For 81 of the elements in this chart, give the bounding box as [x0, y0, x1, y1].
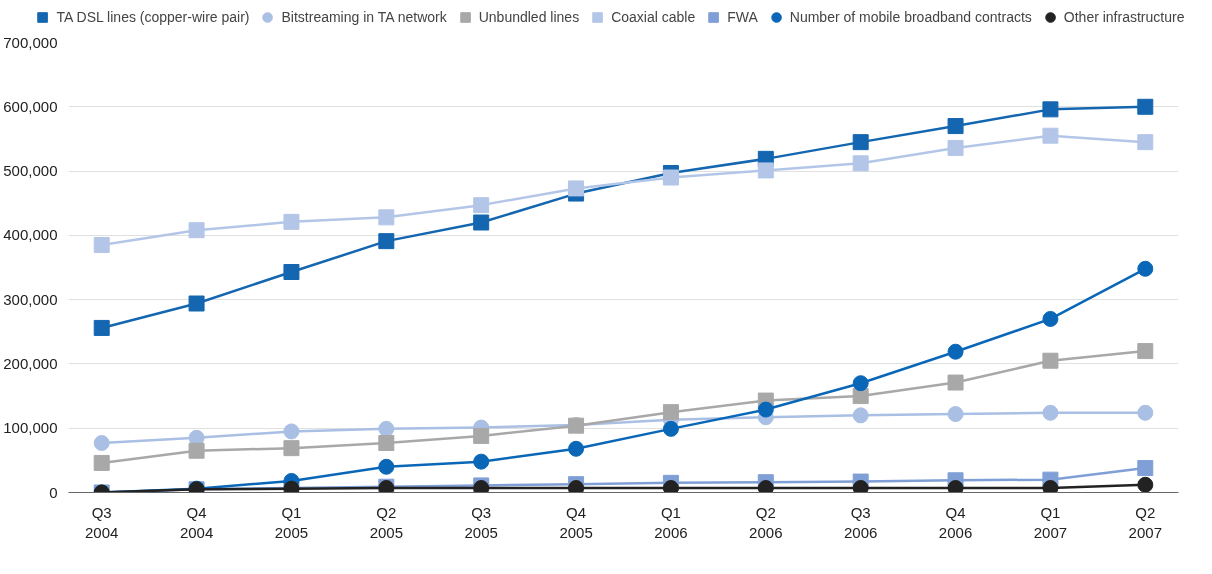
point: [378, 458, 395, 475]
point: [1042, 101, 1059, 118]
point: [852, 375, 869, 392]
x-tick-label: Q3 2004: [85, 503, 119, 541]
point: [473, 197, 490, 214]
point: [1137, 343, 1154, 360]
point: [947, 139, 964, 156]
point: [662, 420, 679, 437]
point: [947, 374, 964, 391]
x-tick-label: Q1 2007: [1033, 503, 1068, 541]
legend-label: Unbundled lines: [478, 9, 580, 25]
x-tick-label: Q4 2004: [179, 503, 214, 541]
point: [283, 440, 300, 457]
point: [947, 343, 964, 360]
point: [852, 480, 869, 493]
point: [473, 453, 490, 470]
point: [93, 454, 110, 471]
legend-label: Bitstreaming in TA network: [281, 9, 447, 25]
point: [852, 134, 869, 151]
point: [93, 319, 110, 336]
legend-label: Coaxial cable: [611, 9, 696, 25]
point: [283, 213, 300, 230]
point: [283, 264, 300, 280]
point: [93, 435, 110, 451]
point: [1137, 260, 1154, 277]
point: [568, 440, 585, 457]
point: [757, 162, 774, 179]
point: [1042, 480, 1059, 493]
point: [1137, 460, 1154, 477]
point: [852, 155, 869, 172]
legend-label: TA DSL lines (copper-wire pair): [56, 9, 250, 25]
point: [378, 420, 395, 437]
legend-label: Number of mobile broadband contracts: [789, 9, 1032, 25]
point: [188, 442, 205, 459]
point: [188, 222, 205, 239]
point: [947, 118, 964, 135]
point: [93, 237, 110, 253]
point: [662, 404, 679, 421]
point: [283, 423, 300, 440]
x-tick-label: Q3 2005: [464, 503, 498, 541]
y-tick-label: 600,000: [3, 97, 58, 115]
point: [1042, 404, 1059, 421]
point: [1137, 476, 1154, 493]
point: [568, 480, 585, 493]
x-tick-label: Q4 2006: [938, 503, 973, 541]
y-tick-label: 200,000: [3, 354, 58, 372]
point: [1042, 127, 1059, 144]
x-tick-label: Q2 2007: [1128, 503, 1162, 541]
point: [852, 407, 869, 424]
y-tick-label: 100,000: [3, 419, 58, 437]
point: [1042, 310, 1059, 327]
x-tick-label: Q1 2005: [274, 503, 309, 541]
point: [1137, 134, 1154, 151]
point: [1042, 352, 1059, 369]
point: [947, 480, 964, 493]
legend-label: Other infrastructure: [1063, 9, 1185, 25]
point: [378, 233, 395, 250]
y-tick-label: 500,000: [3, 162, 58, 180]
point: [662, 480, 679, 493]
y-tick-label: 0: [49, 483, 58, 501]
point: [378, 209, 395, 226]
point: [378, 435, 395, 451]
y-tick-label: 300,000: [3, 290, 58, 308]
point: [473, 427, 490, 444]
point: [1137, 98, 1154, 115]
y-tick-label: 400,000: [3, 226, 58, 244]
point: [757, 480, 774, 493]
point: [757, 401, 774, 418]
x-tick-label: Q4 2005: [559, 503, 593, 541]
legend-label: FWA: [727, 9, 758, 25]
point: [473, 214, 490, 231]
y-tick-label: 700,000: [3, 33, 58, 51]
point: [568, 180, 585, 197]
point: [947, 406, 964, 423]
x-tick-label: Q1 2006: [654, 503, 688, 541]
x-tick-label: Q2 2006: [749, 503, 783, 541]
point: [662, 169, 679, 186]
x-tick-label: Q3 2006: [843, 503, 878, 541]
x-tick-label: Q2 2005: [369, 503, 404, 541]
point: [188, 295, 205, 312]
point: [1137, 404, 1154, 421]
